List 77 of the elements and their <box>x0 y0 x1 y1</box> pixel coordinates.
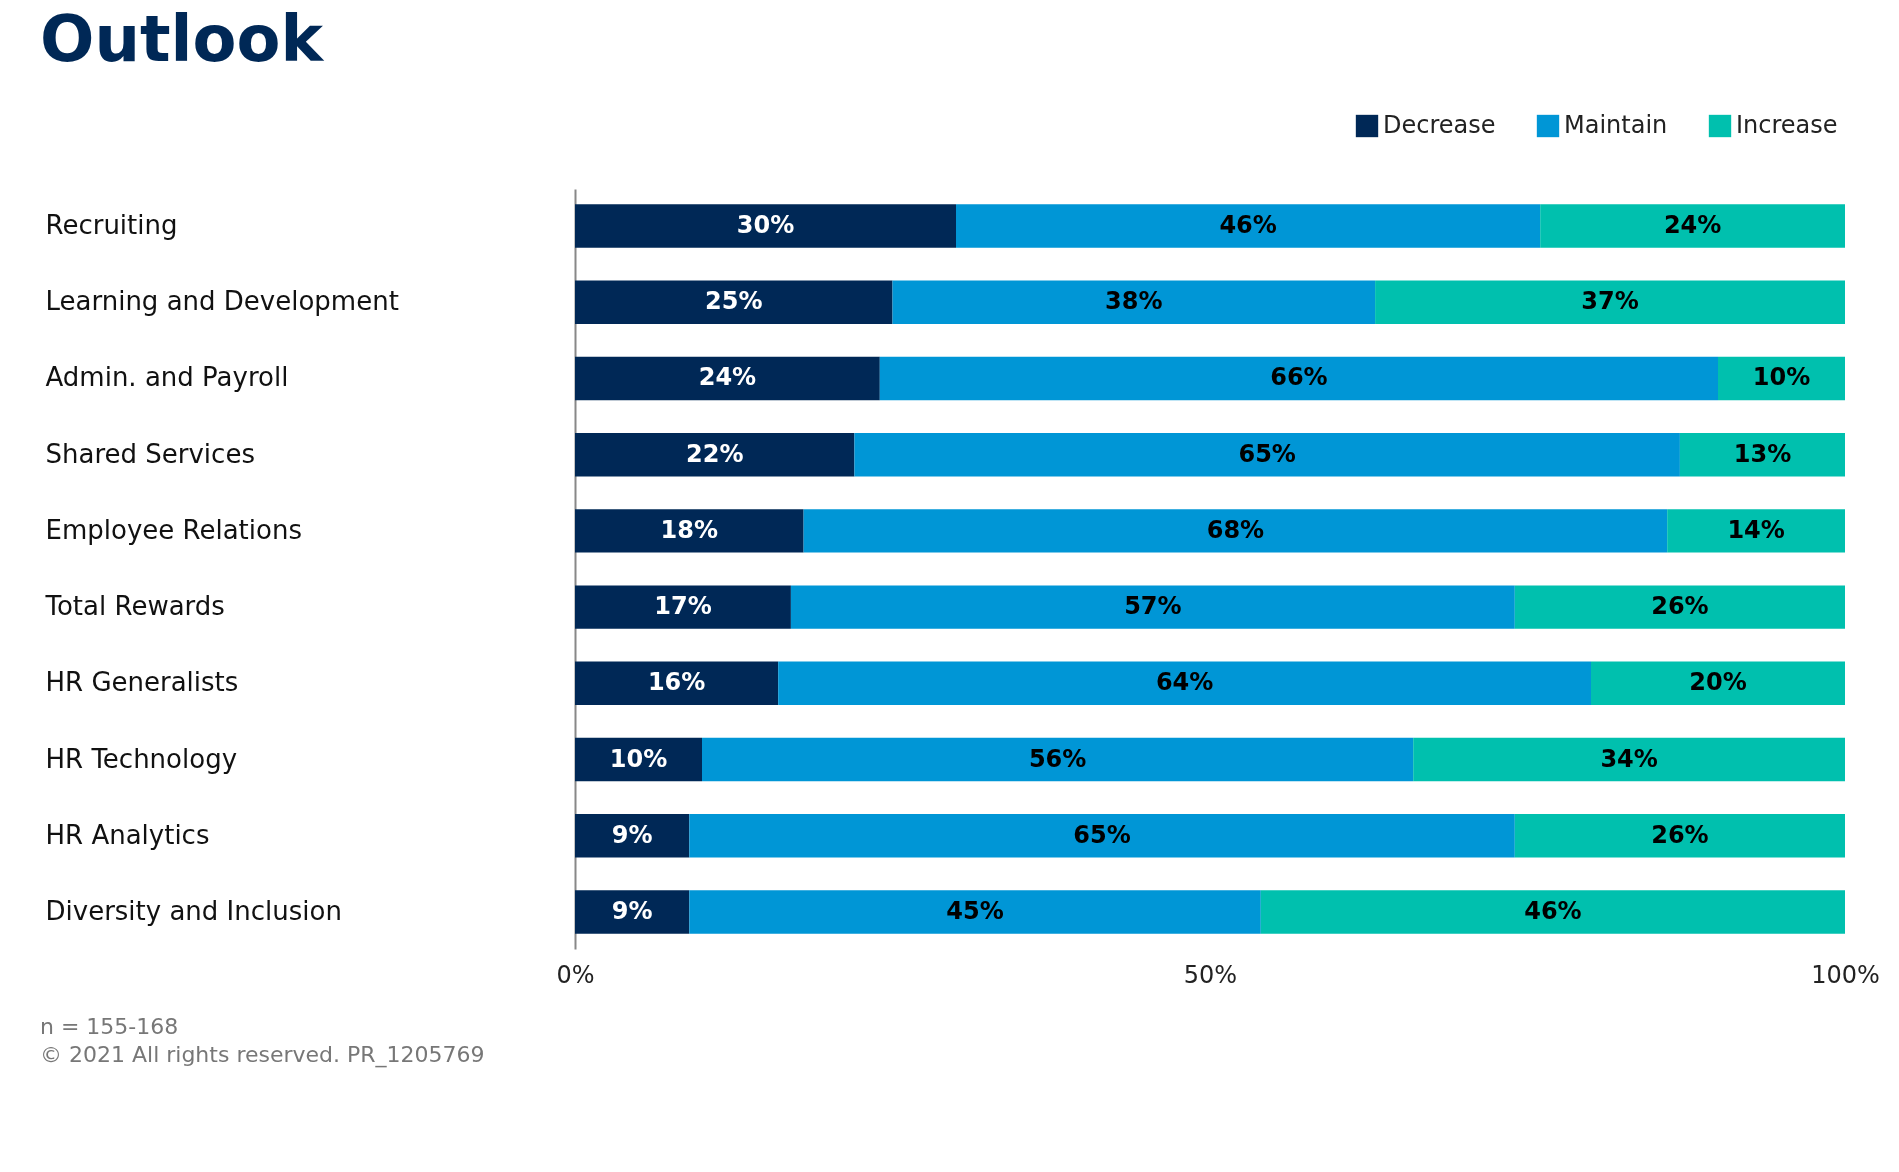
bar <box>879 356 1718 401</box>
data-label: 24% <box>698 363 757 392</box>
bar <box>1514 585 1845 629</box>
bar <box>803 509 1668 553</box>
x-tick-label: 50% <box>1183 960 1238 989</box>
x-tick-label: 0% <box>556 960 595 989</box>
bar <box>1260 890 1845 934</box>
bar <box>1514 814 1845 858</box>
data-label: 38% <box>1105 287 1163 316</box>
data-label: 20% <box>1689 668 1747 697</box>
bar <box>689 890 1261 934</box>
data-label: 64% <box>1155 668 1214 697</box>
bar <box>1540 204 1845 248</box>
y-tick-label: Recruiting <box>45 209 178 240</box>
data-label: 57% <box>1124 592 1182 621</box>
bar <box>689 814 1515 858</box>
bar <box>575 204 956 248</box>
x-tick-label: 100% <box>1811 960 1880 989</box>
y-tick-label: Shared Services <box>45 438 255 469</box>
bar <box>892 280 1376 324</box>
data-label: 9% <box>611 820 653 849</box>
data-label: 16% <box>647 668 706 697</box>
data-label: 13% <box>1733 439 1792 468</box>
data-label: 25% <box>705 287 763 316</box>
bar <box>575 509 804 553</box>
bar <box>956 204 1541 248</box>
y-tick-label: Admin. and Payroll <box>45 362 289 393</box>
legend-label: Decrease <box>1383 111 1496 139</box>
bar <box>1591 661 1845 706</box>
text: © 2021 All rights reserved. PR_1205769 <box>40 1041 486 1069</box>
bar <box>575 585 791 629</box>
bar <box>854 432 1680 477</box>
bar <box>1667 509 1845 553</box>
data-label: 9% <box>611 897 653 926</box>
data-label: 65% <box>1238 439 1296 468</box>
data-label: 34% <box>1600 744 1658 773</box>
data-label: 56% <box>1028 744 1087 773</box>
bar <box>1375 280 1845 324</box>
data-label: 46% <box>1524 897 1582 926</box>
data-label: 26% <box>1651 592 1709 621</box>
data-label: 30% <box>736 210 795 239</box>
legend-label: Maintain <box>1564 111 1668 139</box>
bar <box>778 661 1591 706</box>
data-label: 26% <box>1651 820 1709 849</box>
data-label: 65% <box>1073 820 1131 849</box>
y-tick-label: Diversity and Inclusion <box>45 896 342 927</box>
data-label: 24% <box>1663 210 1722 239</box>
bar <box>575 432 855 477</box>
data-label: 10% <box>1752 363 1811 392</box>
y-tick-label: Learning and Development <box>45 286 399 317</box>
data-label: 17% <box>654 592 712 621</box>
bar <box>575 280 893 324</box>
y-tick-label: HR Technology <box>45 743 238 774</box>
bar <box>702 737 1414 782</box>
y-tick-label: Employee Relations <box>45 514 302 545</box>
y-tick-label: HR Analytics <box>45 819 210 850</box>
data-label: 46% <box>1219 210 1277 239</box>
bar <box>575 661 779 706</box>
data-label: 18% <box>660 515 719 544</box>
data-label: 10% <box>609 744 668 773</box>
chart-title: Outlook <box>40 2 325 76</box>
text: n = 155-168 <box>40 1013 180 1041</box>
bar <box>1679 432 1845 477</box>
data-label: 37% <box>1581 287 1639 316</box>
data-label: 66% <box>1270 363 1328 392</box>
data-label: 14% <box>1727 515 1785 544</box>
y-tick-label: HR Generalists <box>45 667 239 698</box>
data-label: 45% <box>946 897 1004 926</box>
legend-label: Increase <box>1736 111 1838 139</box>
bar <box>575 890 690 934</box>
y-tick-label: Total Rewards <box>44 591 225 622</box>
bar <box>1413 737 1845 782</box>
bar <box>575 356 880 401</box>
bar <box>790 585 1515 629</box>
data-label: 22% <box>685 439 744 468</box>
data-label: 68% <box>1206 515 1265 544</box>
bar <box>575 814 690 858</box>
